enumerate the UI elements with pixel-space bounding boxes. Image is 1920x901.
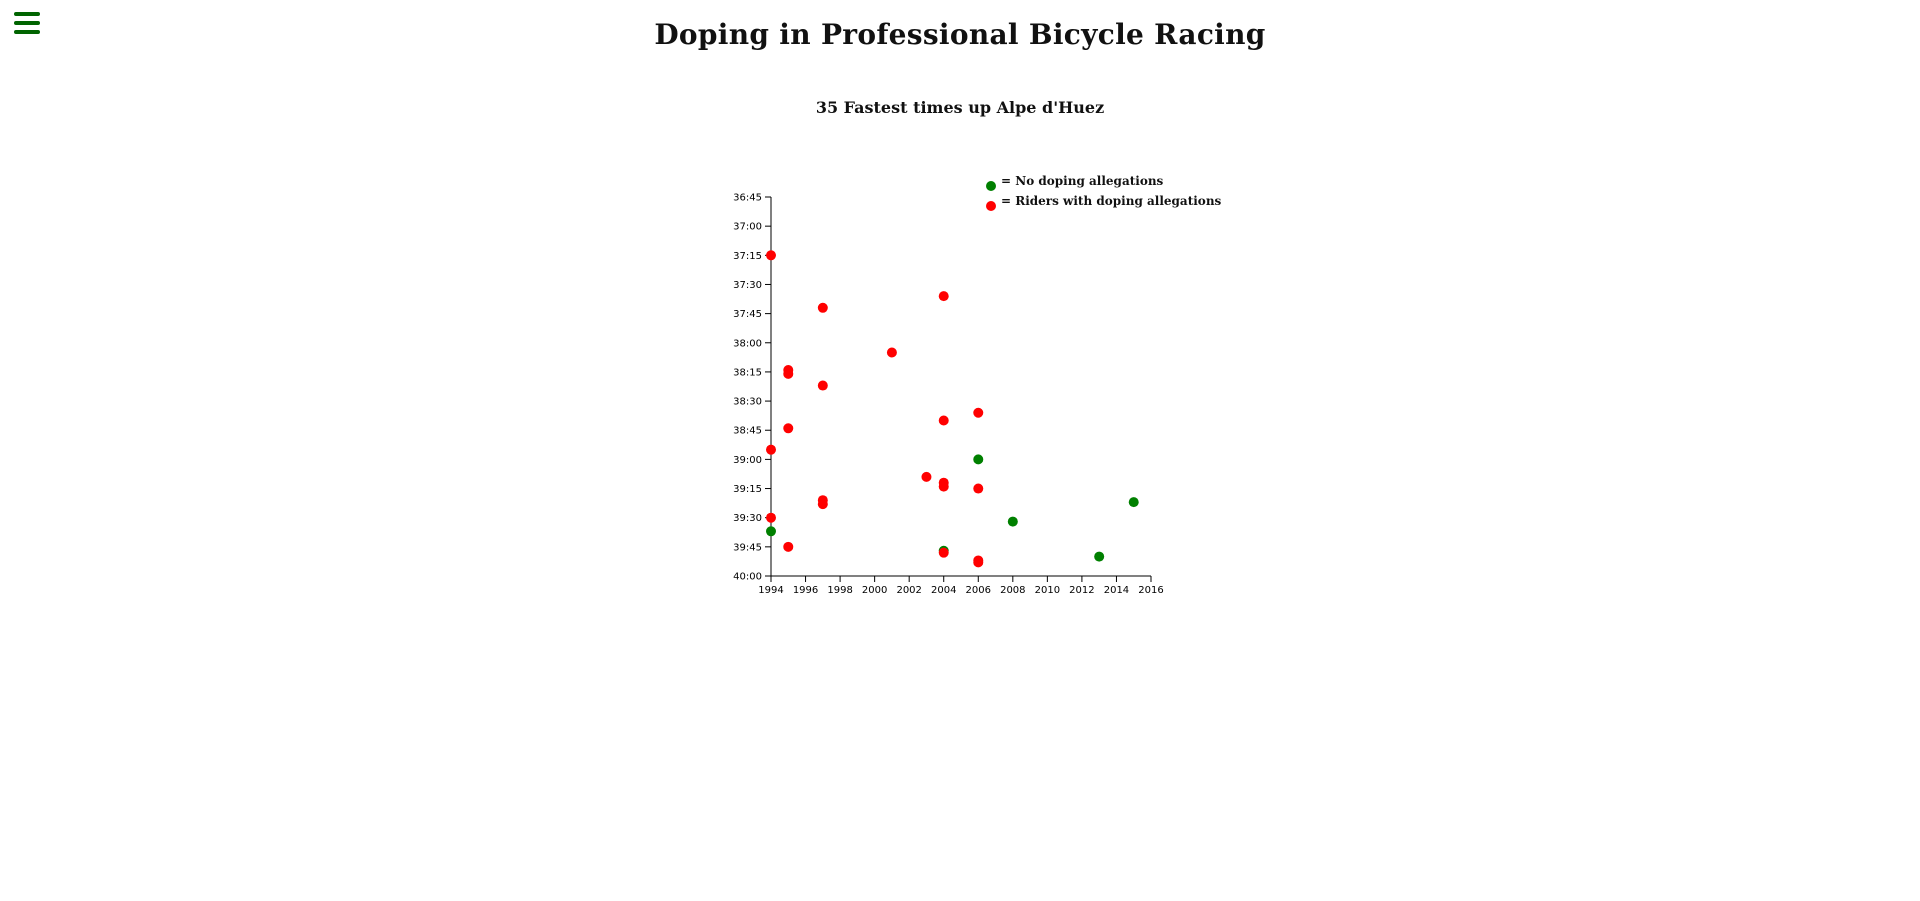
y-tick-label: 38:15 [733, 367, 762, 378]
data-point [938, 415, 949, 426]
data-point [817, 499, 828, 510]
x-tick-label: 2000 [862, 585, 887, 596]
y-tick-label: 36:45 [733, 193, 762, 204]
data-point [1128, 497, 1139, 508]
data-point [1007, 516, 1018, 527]
x-tick-label: 2004 [931, 585, 956, 596]
x-tick-label: 2012 [1069, 585, 1094, 596]
data-point [766, 250, 776, 261]
menu-bar [14, 12, 40, 16]
y-tick-label: 39:45 [733, 542, 762, 553]
data-point [783, 368, 794, 379]
data-point [766, 526, 776, 537]
data-point [973, 454, 984, 465]
y-tick-label: 39:00 [733, 455, 762, 466]
legend-label: = No doping allegations [1001, 174, 1164, 188]
data-point [783, 541, 794, 552]
data-point [783, 423, 794, 434]
data-point [766, 512, 776, 523]
y-tick-label: 37:45 [733, 309, 762, 320]
data-point [817, 380, 828, 391]
x-tick-label: 2014 [1104, 585, 1129, 596]
chart-title: 35 Fastest times up Alpe d'Huez [815, 98, 1105, 117]
y-tick-label: 37:15 [733, 251, 762, 262]
page-title: Doping in Professional Bicycle Racing [654, 18, 1266, 51]
menu-bar [14, 21, 40, 25]
data-point [766, 444, 776, 455]
data-point [973, 407, 984, 418]
y-tick-label: 39:15 [733, 484, 762, 495]
y-tick-label: 37:30 [733, 280, 762, 291]
menu-bar [14, 30, 40, 34]
x-tick-label: 2002 [896, 585, 921, 596]
data-point [1094, 551, 1105, 562]
data-point [921, 471, 932, 482]
data-point [938, 291, 949, 302]
legend-marker [986, 181, 996, 191]
x-tick-label: 2010 [1035, 585, 1060, 596]
y-tick-label: 38:45 [733, 426, 762, 437]
legend-marker [986, 201, 996, 211]
legend-label: = Riders with doping allegations [1001, 194, 1222, 208]
y-tick-label: 40:00 [733, 572, 762, 583]
x-tick-label: 2006 [966, 585, 991, 596]
data-point [973, 483, 984, 494]
x-tick-label: 2008 [1000, 585, 1025, 596]
data-point [973, 557, 984, 568]
y-tick-label: 38:30 [733, 397, 762, 408]
y-tick-label: 39:30 [733, 513, 762, 524]
data-point [938, 481, 949, 492]
data-point [938, 547, 949, 558]
x-tick-label: 1998 [827, 585, 852, 596]
x-tick-label: 1994 [758, 585, 783, 596]
y-tick-label: 37:00 [733, 222, 762, 233]
x-tick-label: 1996 [793, 585, 818, 596]
x-tick-label: 2016 [1138, 585, 1163, 596]
data-point [886, 347, 897, 358]
y-tick-label: 38:00 [733, 338, 762, 349]
data-point [817, 302, 828, 313]
hamburger-menu-icon[interactable] [14, 12, 40, 34]
